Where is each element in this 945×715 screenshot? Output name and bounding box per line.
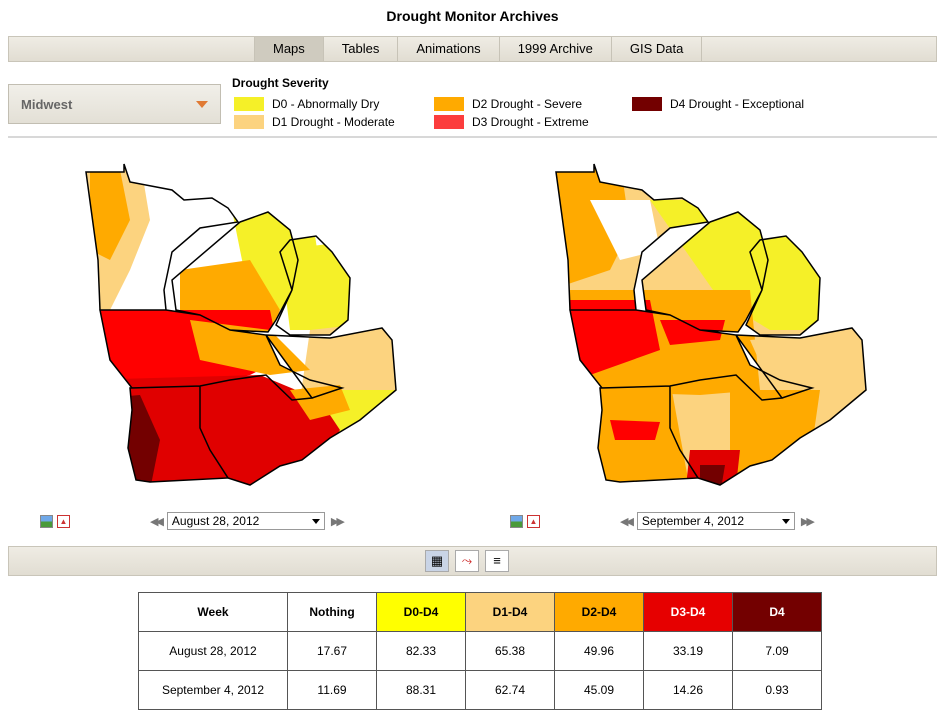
- date-select-left[interactable]: August 28, 2012: [166, 512, 325, 530]
- page-title: Drought Monitor Archives: [386, 8, 559, 24]
- col-d2-d4: D2-D4: [554, 592, 644, 632]
- region-select[interactable]: Midwest: [8, 84, 221, 124]
- legend-swatch: [434, 115, 464, 129]
- table-header-row: Week Nothing D0-D4 D1-D4 D2-D4 D3-D4 D4: [138, 592, 822, 632]
- pdf-icon[interactable]: ▲: [527, 514, 540, 528]
- main-nav-bar: Maps Tables Animations 1999 Archive GIS …: [8, 36, 937, 62]
- table-cell: 65.38: [465, 631, 555, 671]
- legend-swatch: [632, 97, 662, 111]
- date-select-value: August 28, 2012: [171, 514, 260, 528]
- legend-swatch: [434, 97, 464, 111]
- table-cell: 0.93: [732, 670, 822, 710]
- col-d4: D4: [732, 592, 822, 632]
- legend-swatch: [234, 97, 264, 111]
- legend-label: D3 Drought - Extreme: [472, 115, 589, 129]
- table-cell: September 4, 2012: [138, 670, 288, 710]
- chevron-down-icon: [196, 101, 208, 108]
- drought-map-august-28: [85, 163, 397, 486]
- legend-label: D2 Drought - Severe: [472, 97, 583, 111]
- date-select-value: September 4, 2012: [641, 514, 744, 528]
- col-d0-d4: D0-D4: [376, 592, 466, 632]
- image-icon[interactable]: [40, 514, 53, 528]
- chevron-down-icon: [781, 519, 790, 524]
- table-cell: 82.33: [376, 631, 466, 671]
- legend-label: D0 - Abnormally Dry: [272, 97, 380, 111]
- table-cell: 88.31: [376, 670, 466, 710]
- image-icon[interactable]: [510, 514, 523, 528]
- chevron-down-icon: [311, 519, 320, 524]
- fast-forward-icon[interactable]: ▶▶: [330, 515, 345, 528]
- rewind-icon[interactable]: ◀◀: [150, 515, 164, 528]
- table-cell: 49.96: [554, 631, 644, 671]
- table-row: September 4, 2012 11.69 88.31 62.74 45.0…: [138, 670, 822, 710]
- legend-item-d3: D3 Drought - Extreme: [434, 115, 589, 129]
- legend-item-d2: D2 Drought - Severe: [434, 97, 582, 111]
- tab-1999-archive[interactable]: 1999 Archive: [500, 37, 612, 61]
- legend-title: Drought Severity: [232, 76, 329, 90]
- legend-label: D1 Drought - Moderate: [272, 115, 395, 129]
- text-view-icon[interactable]: ≡: [485, 550, 509, 572]
- rewind-icon[interactable]: ◀◀: [620, 515, 634, 528]
- legend-item-d0: D0 - Abnormally Dry: [234, 97, 379, 111]
- col-nothing: Nothing: [287, 592, 377, 632]
- map-controls-left: ▲ ◀◀ August 28, 2012 ▶▶: [40, 512, 348, 530]
- date-select-right[interactable]: September 4, 2012: [636, 512, 795, 530]
- table-cell: 17.67: [287, 631, 377, 671]
- table-view-icon[interactable]: ▦: [425, 550, 449, 572]
- legend-swatch: [234, 115, 264, 129]
- tab-tables[interactable]: Tables: [324, 37, 399, 61]
- table-cell: 45.09: [554, 670, 644, 710]
- table-cell: 14.26: [643, 670, 733, 710]
- tab-gis-data[interactable]: GIS Data: [612, 37, 703, 61]
- legend-item-d1: D1 Drought - Moderate: [234, 115, 395, 129]
- drought-stats-table: Week Nothing D0-D4 D1-D4 D2-D4 D3-D4 D4 …: [138, 592, 822, 710]
- fast-forward-icon[interactable]: ▶▶: [800, 515, 815, 528]
- divider: [8, 136, 937, 138]
- chart-view-icon[interactable]: ⤳: [455, 550, 479, 572]
- table-cell: August 28, 2012: [138, 631, 288, 671]
- legend-label: D4 Drought - Exceptional: [670, 97, 805, 111]
- table-cell: 11.69: [287, 670, 377, 710]
- table-cell: 62.74: [465, 670, 555, 710]
- view-toggle-bar: ▦ ⤳ ≡: [8, 546, 937, 576]
- tab-animations[interactable]: Animations: [398, 37, 500, 61]
- col-d3-d4: D3-D4: [643, 592, 733, 632]
- tab-maps[interactable]: Maps: [254, 37, 324, 61]
- pdf-icon[interactable]: ▲: [57, 514, 70, 528]
- region-select-value: Midwest: [21, 97, 73, 112]
- map-controls-right: ▲ ◀◀ September 4, 2012 ▶▶: [510, 512, 818, 530]
- table-cell: 7.09: [732, 631, 822, 671]
- table-row: August 28, 2012 17.67 82.33 65.38 49.96 …: [138, 631, 822, 671]
- drought-map-september-4: [555, 163, 867, 486]
- table-cell: 33.19: [643, 631, 733, 671]
- col-week: Week: [138, 592, 288, 632]
- legend-item-d4: D4 Drought - Exceptional: [632, 97, 804, 111]
- col-d1-d4: D1-D4: [465, 592, 555, 632]
